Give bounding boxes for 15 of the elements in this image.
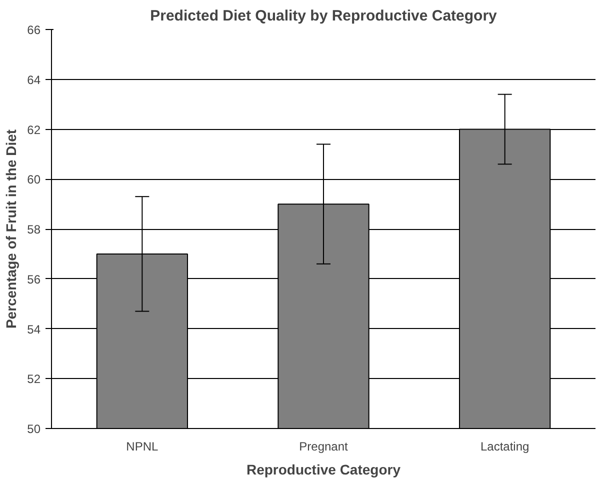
- chart-title: Predicted Diet Quality by Reproductive Category: [150, 8, 498, 24]
- y-tick-label: 62: [27, 122, 41, 137]
- y-tick-label: 64: [27, 72, 41, 87]
- x-tick-label: Pregnant: [299, 440, 349, 454]
- x-tick-label: Lactating: [480, 440, 530, 454]
- y-tick-label: 58: [27, 222, 41, 236]
- y-axis-title: Percentage of Fruit in the Diet: [3, 129, 20, 329]
- y-tick-label: 50: [27, 422, 41, 436]
- y-tick-label: 56: [27, 272, 41, 286]
- y-tick-label: 60: [27, 172, 41, 187]
- x-tick-label: NPNL: [126, 440, 158, 454]
- y-tick-label: 54: [27, 322, 41, 336]
- y-tick-label: 52: [27, 372, 41, 386]
- y-tick-label: 66: [27, 23, 41, 37]
- x-axis-title: Reproductive Category: [246, 462, 401, 478]
